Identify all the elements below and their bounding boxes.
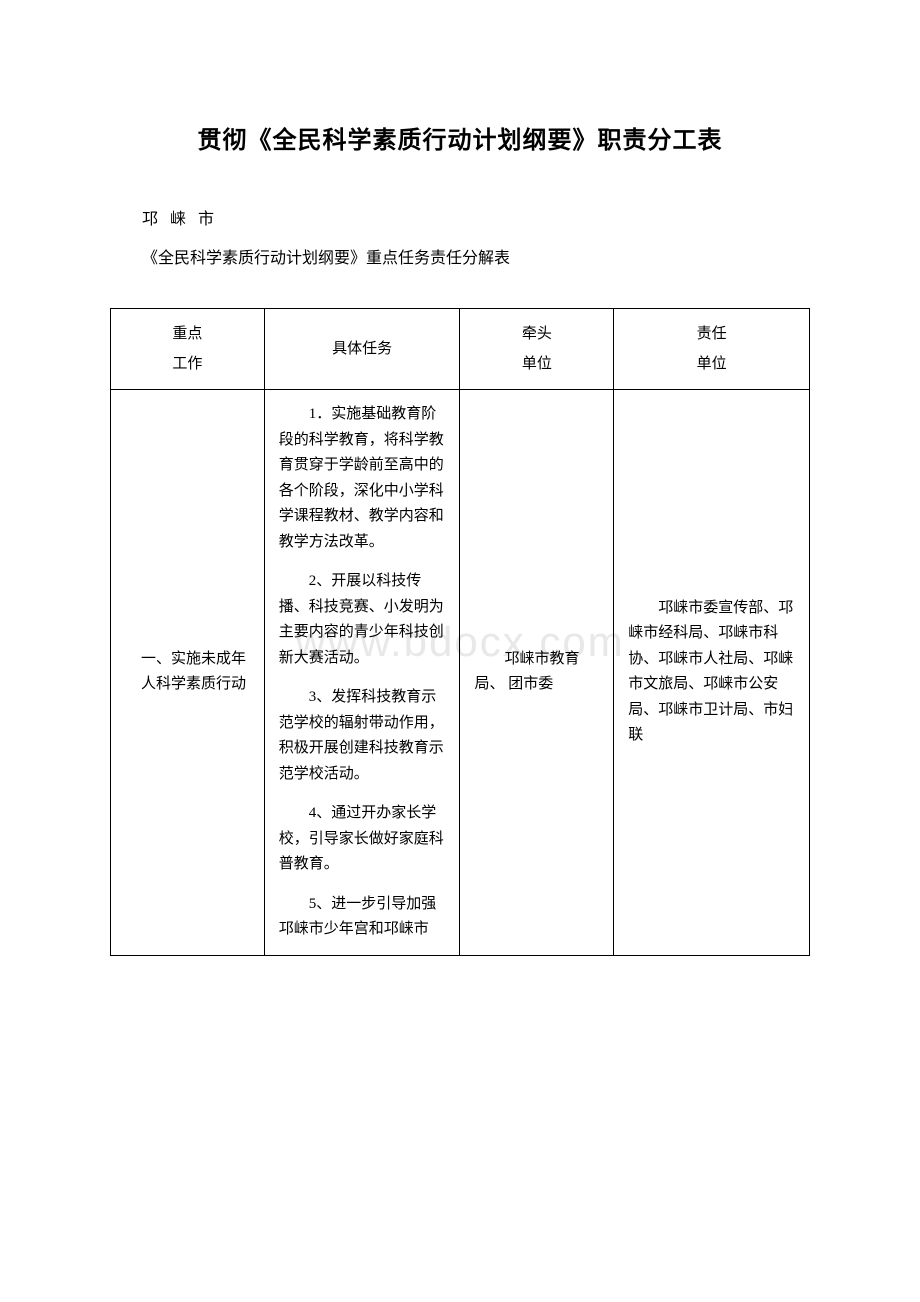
header-specific-task: 具体任务 — [264, 309, 460, 390]
cell-key-work: 一、实施未成年人科学素质行动 — [111, 390, 265, 956]
subtitle-city: 邛 崃 市 — [110, 205, 810, 229]
header-text: 单位 — [622, 349, 801, 379]
table-row: 一、实施未成年人科学素质行动 1．实施基础教育阶段的科学教育，将科学教育贯穿于学… — [111, 390, 810, 956]
subtitle-description: 《全民科学素质行动计划纲要》重点任务责任分解表 — [110, 244, 810, 268]
table-header-row: 重点 工作 具体任务 牵头 单位 责任 单位 — [111, 309, 810, 390]
header-text: 重点 — [119, 319, 256, 349]
task-item: 1．实施基础教育阶段的科学教育，将科学教育贯穿于学龄前至高中的各个阶段，深化中小… — [279, 402, 446, 555]
header-text: 牵头 — [468, 319, 605, 349]
document-title: 贯彻《全民科学素质行动计划纲要》职责分工表 — [110, 120, 810, 155]
cell-tasks: 1．实施基础教育阶段的科学教育，将科学教育贯穿于学龄前至高中的各个阶段，深化中小… — [264, 390, 460, 956]
header-responsible-unit: 责任 单位 — [614, 309, 810, 390]
task-item: 2、开展以科技传播、科技竞赛、小发明为主要内容的青少年科技创新大赛活动。 — [279, 569, 446, 671]
header-text: 责任 — [622, 319, 801, 349]
header-text: 工作 — [119, 349, 256, 379]
responsibility-table: 重点 工作 具体任务 牵头 单位 责任 单位 一、实施未成年人科学素质行动 1．… — [110, 308, 810, 956]
cell-responsible-unit: 邛崃市委宣传部、邛崃市经科局、邛崃市科协、邛崃市人社局、邛崃市文旅局、邛崃市公安… — [614, 390, 810, 956]
header-key-work: 重点 工作 — [111, 309, 265, 390]
cell-lead-unit: 邛崃市教育局、 团市委 — [460, 390, 614, 956]
task-item: 5、进一步引导加强邛崃市少年宫和邛崃市 — [279, 892, 446, 943]
task-item: 4、通过开办家长学校，引导家长做好家庭科普教育。 — [279, 801, 446, 878]
task-item: 3、发挥科技教育示范学校的辐射带动作用，积极开展创建科技教育示范学校活动。 — [279, 685, 446, 787]
header-lead-unit: 牵头 单位 — [460, 309, 614, 390]
header-text: 单位 — [468, 349, 605, 379]
